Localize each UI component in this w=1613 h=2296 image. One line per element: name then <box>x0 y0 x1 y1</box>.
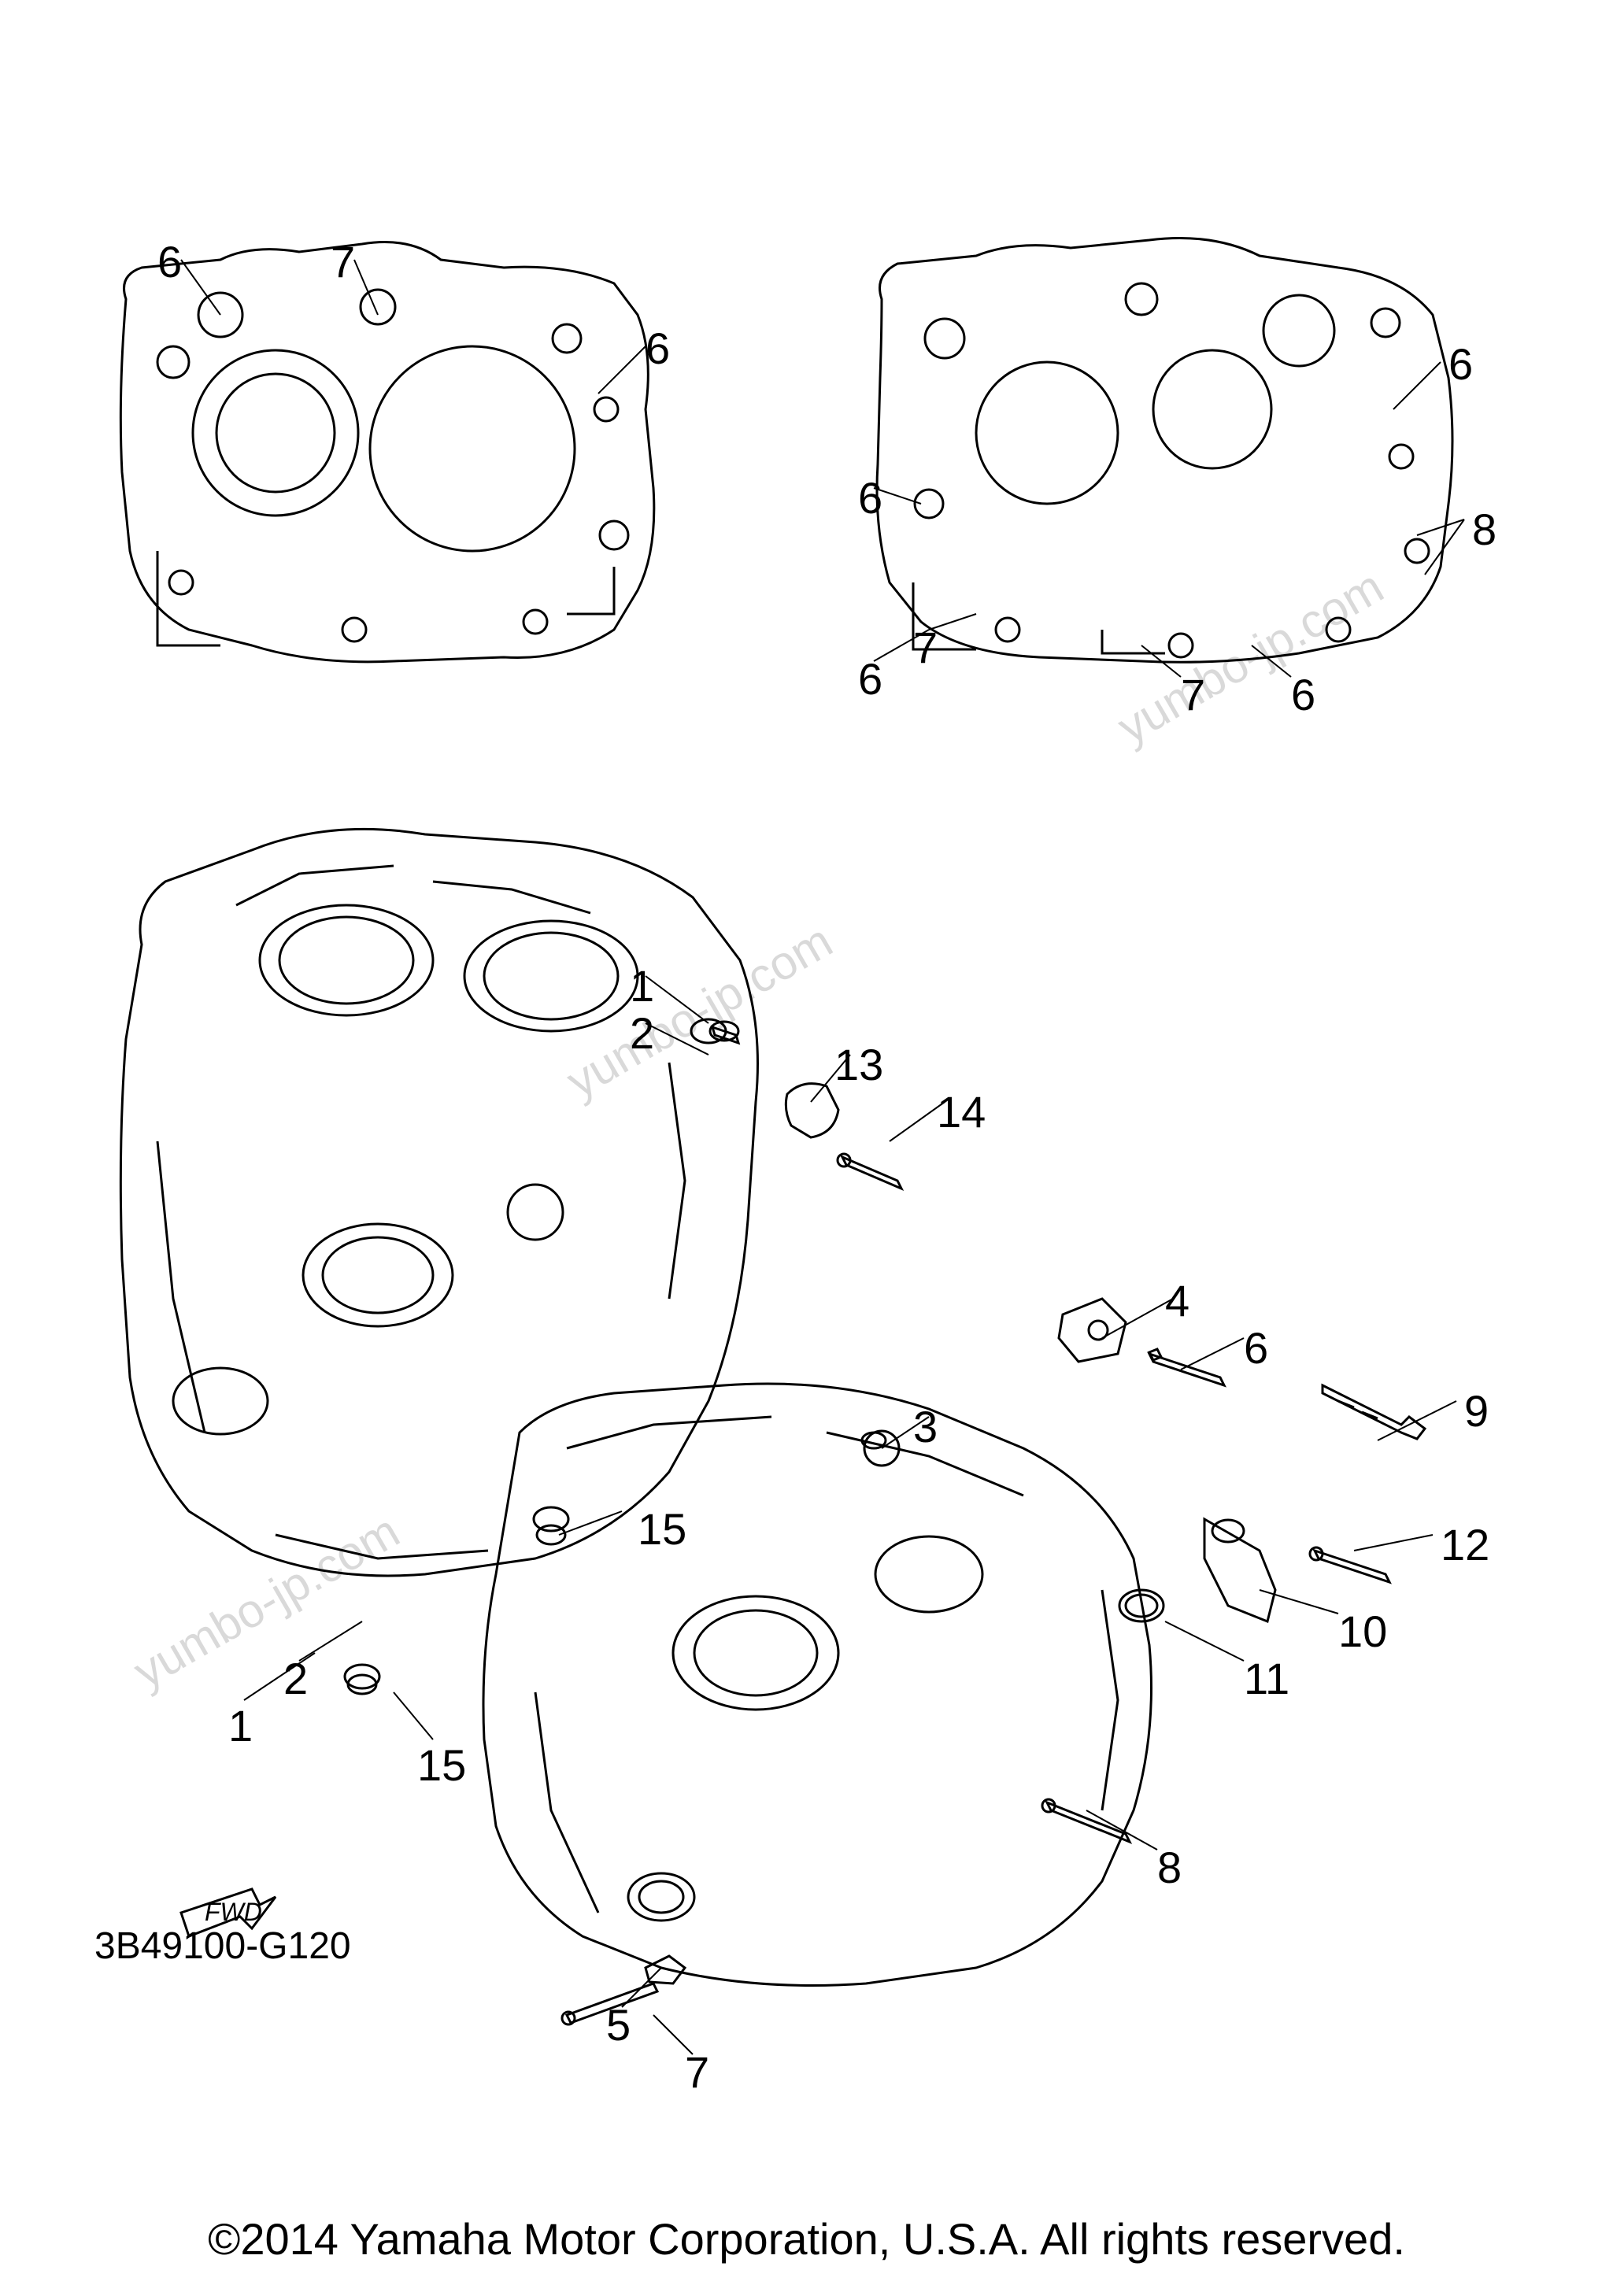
callout-2b: 2 <box>283 1653 308 1704</box>
callout-4: 4 <box>1165 1275 1189 1326</box>
callout-14: 14 <box>937 1086 986 1137</box>
parts-diagram: FWD 11223456666666777788910111213141515 … <box>0 79 1613 2125</box>
callout-8b: 8 <box>1157 1842 1182 1893</box>
callout-6c: 6 <box>1448 338 1473 390</box>
callout-11: 11 <box>1244 1653 1289 1704</box>
copyright-notice: ©2014 Yamaha Motor Corporation, U.S.A. A… <box>0 2213 1613 2265</box>
callout-6g: 6 <box>1244 1322 1268 1374</box>
callout-6e: 6 <box>858 653 882 704</box>
callout-2: 2 <box>630 1008 654 1059</box>
callout-13: 13 <box>834 1039 883 1090</box>
callout-15b: 15 <box>417 1740 466 1791</box>
callout-3: 3 <box>913 1401 938 1452</box>
callout-6f: 6 <box>1291 669 1315 720</box>
callout-9: 9 <box>1464 1385 1489 1436</box>
callout-12: 12 <box>1441 1519 1489 1570</box>
callout-8a: 8 <box>1472 504 1496 555</box>
callout-5: 5 <box>606 1999 631 2050</box>
callout-1: 1 <box>630 960 654 1011</box>
callout-6a: 6 <box>157 236 182 287</box>
callout-6d: 6 <box>858 472 882 523</box>
diagram-svg: FWD <box>0 79 1613 2125</box>
callout-7c: 7 <box>1181 669 1205 720</box>
svg-text:FWD: FWD <box>205 1898 262 1926</box>
callout-1b: 1 <box>228 1700 253 1751</box>
callout-6b: 6 <box>646 323 670 374</box>
callout-7a: 7 <box>331 236 355 287</box>
callout-15a: 15 <box>638 1503 686 1555</box>
callout-7d: 7 <box>685 2046 709 2098</box>
diagram-part-number: 3B49100-G120 <box>94 1924 351 1968</box>
callout-10: 10 <box>1338 1606 1387 1657</box>
callout-7b: 7 <box>913 622 938 673</box>
